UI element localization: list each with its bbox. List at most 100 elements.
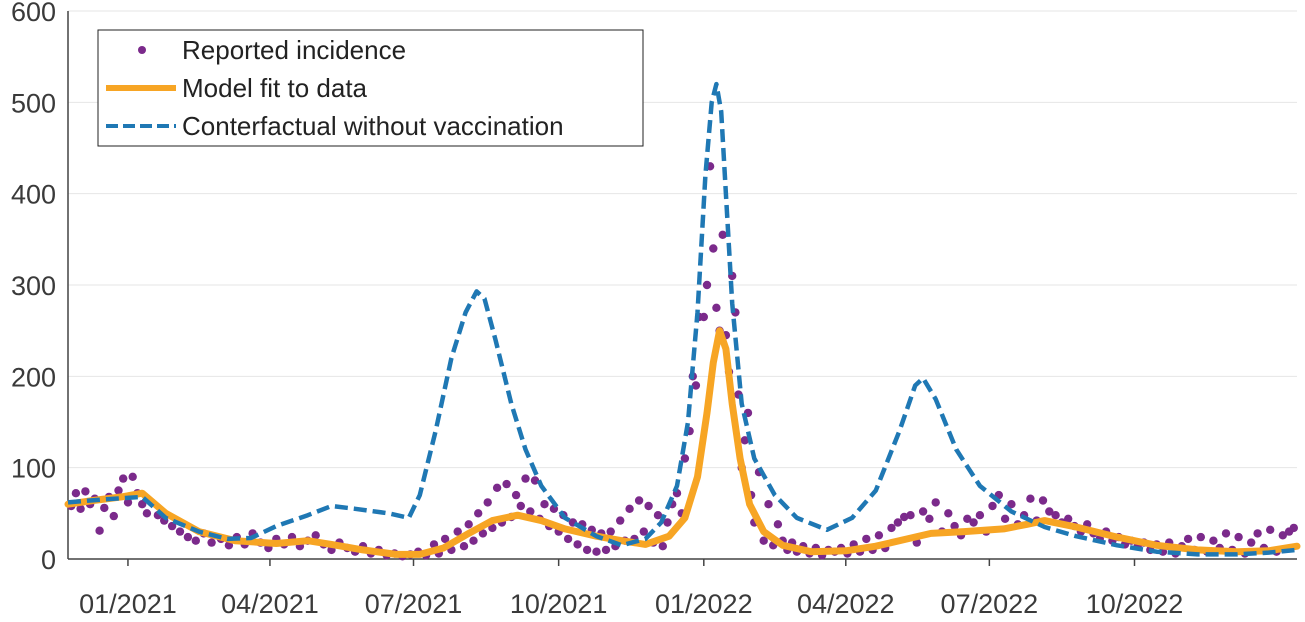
data-point-reported-105 bbox=[680, 454, 690, 463]
data-point-reported-111 bbox=[702, 280, 712, 290]
data-point-reported-116 bbox=[718, 230, 727, 239]
x-tick-label-3: 10/2021 bbox=[510, 589, 608, 619]
legend: Reported incidence Model fit to data Con… bbox=[97, 29, 644, 147]
data-point-reported-108 bbox=[691, 381, 701, 390]
series-reported-incidence bbox=[67, 162, 1299, 561]
data-point-reported-159 bbox=[944, 509, 953, 518]
x-tick-label-6: 07/2022 bbox=[941, 589, 1039, 619]
data-point-reported-169 bbox=[1007, 500, 1016, 509]
data-point-reported-82 bbox=[573, 540, 582, 549]
y-tick-label-200: 200 bbox=[11, 362, 56, 392]
data-point-reported-64 bbox=[488, 523, 497, 533]
data-point-reported-203 bbox=[1221, 529, 1231, 538]
data-point-reported-129 bbox=[764, 500, 773, 509]
data-point-reported-75 bbox=[540, 500, 549, 509]
data-point-reported-20 bbox=[167, 521, 177, 531]
legend-box bbox=[97, 29, 644, 147]
data-point-reported-59 bbox=[464, 520, 473, 529]
data-point-reported-25 bbox=[207, 538, 216, 547]
series-line-model-fit bbox=[64, 327, 1301, 558]
data-point-reported-152 bbox=[900, 512, 909, 522]
data-point-reported-96 bbox=[639, 527, 648, 536]
data-point-reported-86 bbox=[592, 547, 601, 556]
data-point-reported-128 bbox=[759, 536, 768, 545]
series-line-counterfactual bbox=[67, 81, 1298, 557]
data-point-reported-208 bbox=[1253, 529, 1262, 538]
data-point-reported-7 bbox=[100, 503, 109, 513]
data-point-reported-168 bbox=[1000, 514, 1010, 523]
data-point-reported-123 bbox=[740, 436, 749, 445]
data-point-reported-61 bbox=[474, 509, 483, 518]
data-point-reported-9 bbox=[109, 511, 119, 521]
data-point-reported-101 bbox=[663, 518, 672, 527]
data-point-reported-12 bbox=[123, 498, 133, 507]
data-point-reported-148 bbox=[874, 531, 884, 540]
legend-marker-reported bbox=[138, 46, 146, 54]
data-point-reported-175 bbox=[1045, 507, 1054, 516]
data-point-reported-113 bbox=[709, 244, 718, 253]
data-point-reported-60 bbox=[469, 536, 478, 545]
data-point-reported-67 bbox=[502, 479, 511, 489]
data-point-reported-99 bbox=[653, 511, 663, 520]
data-point-reported-13 bbox=[128, 472, 137, 481]
data-point-reported-6 bbox=[95, 526, 104, 535]
x-tick-label-1: 04/2021 bbox=[221, 589, 319, 619]
data-point-reported-97 bbox=[644, 501, 653, 511]
data-point-reported-172 bbox=[1026, 494, 1035, 503]
data-point-reported-157 bbox=[931, 498, 940, 507]
data-point-reported-80 bbox=[563, 534, 573, 544]
data-point-reported-155 bbox=[918, 507, 928, 516]
data-point-reported-88 bbox=[601, 545, 611, 555]
data-point-reported-84 bbox=[582, 545, 592, 555]
data-point-reported-21 bbox=[175, 527, 185, 536]
data-point-reported-166 bbox=[988, 501, 997, 511]
data-point-reported-201 bbox=[1209, 536, 1218, 545]
data-point-reported-55 bbox=[440, 534, 450, 544]
data-point-reported-156 bbox=[925, 514, 934, 523]
data-point-reported-10 bbox=[114, 486, 123, 495]
data-point-reported-131 bbox=[773, 520, 783, 529]
data-point-reported-150 bbox=[887, 523, 896, 533]
data-point-reported-146 bbox=[862, 534, 871, 544]
data-point-reported-91 bbox=[616, 516, 625, 525]
x-tick-label-0: 01/2021 bbox=[79, 589, 177, 619]
data-point-reported-93 bbox=[625, 504, 634, 513]
x-tick-label-2: 07/2021 bbox=[365, 589, 463, 619]
data-point-reported-110 bbox=[699, 312, 708, 322]
series bbox=[64, 81, 1301, 561]
data-point-reported-197 bbox=[1183, 534, 1193, 544]
y-tick-label-0: 0 bbox=[41, 545, 56, 575]
data-point-reported-57 bbox=[453, 527, 462, 536]
data-point-reported-1 bbox=[71, 489, 81, 498]
data-point-reported-160 bbox=[950, 521, 959, 531]
data-point-reported-16 bbox=[142, 509, 152, 518]
x-tick-label-4: 01/2022 bbox=[655, 589, 753, 619]
data-point-reported-199 bbox=[1196, 532, 1206, 542]
data-point-reported-214 bbox=[1289, 523, 1299, 533]
data-point-reported-73 bbox=[530, 476, 540, 485]
data-point-reported-95 bbox=[634, 496, 644, 505]
y-tick-label-500: 500 bbox=[11, 88, 56, 118]
x-tick-label-5: 04/2022 bbox=[797, 589, 895, 619]
x-tick-labels: 01/2021 04/2021 07/2021 10/2021 01/2022 04/20… bbox=[79, 589, 1183, 619]
data-point-reported-178 bbox=[1064, 514, 1073, 523]
data-point-reported-162 bbox=[963, 514, 972, 523]
data-point-reported-100 bbox=[658, 542, 667, 551]
data-point-reported-71 bbox=[521, 474, 530, 483]
data-point-reported-212 bbox=[1278, 531, 1288, 540]
data-point-reported-153 bbox=[906, 511, 915, 520]
data-point-reported-22 bbox=[183, 532, 193, 542]
legend-label-counterfactual: Conterfactual without vaccination bbox=[182, 111, 564, 141]
data-point-reported-3 bbox=[81, 487, 90, 496]
x-tick-label-7: 10/2022 bbox=[1086, 589, 1184, 619]
data-point-reported-58 bbox=[459, 542, 469, 551]
data-point-reported-151 bbox=[893, 518, 903, 527]
data-point-reported-63 bbox=[483, 498, 492, 507]
data-point-reported-114 bbox=[712, 303, 721, 312]
data-point-reported-176 bbox=[1051, 511, 1060, 520]
legend-label-reported: Reported incidence bbox=[182, 35, 406, 65]
legend-label-model: Model fit to data bbox=[182, 73, 368, 103]
data-point-reported-72 bbox=[526, 507, 535, 516]
data-point-reported-207 bbox=[1247, 538, 1256, 547]
